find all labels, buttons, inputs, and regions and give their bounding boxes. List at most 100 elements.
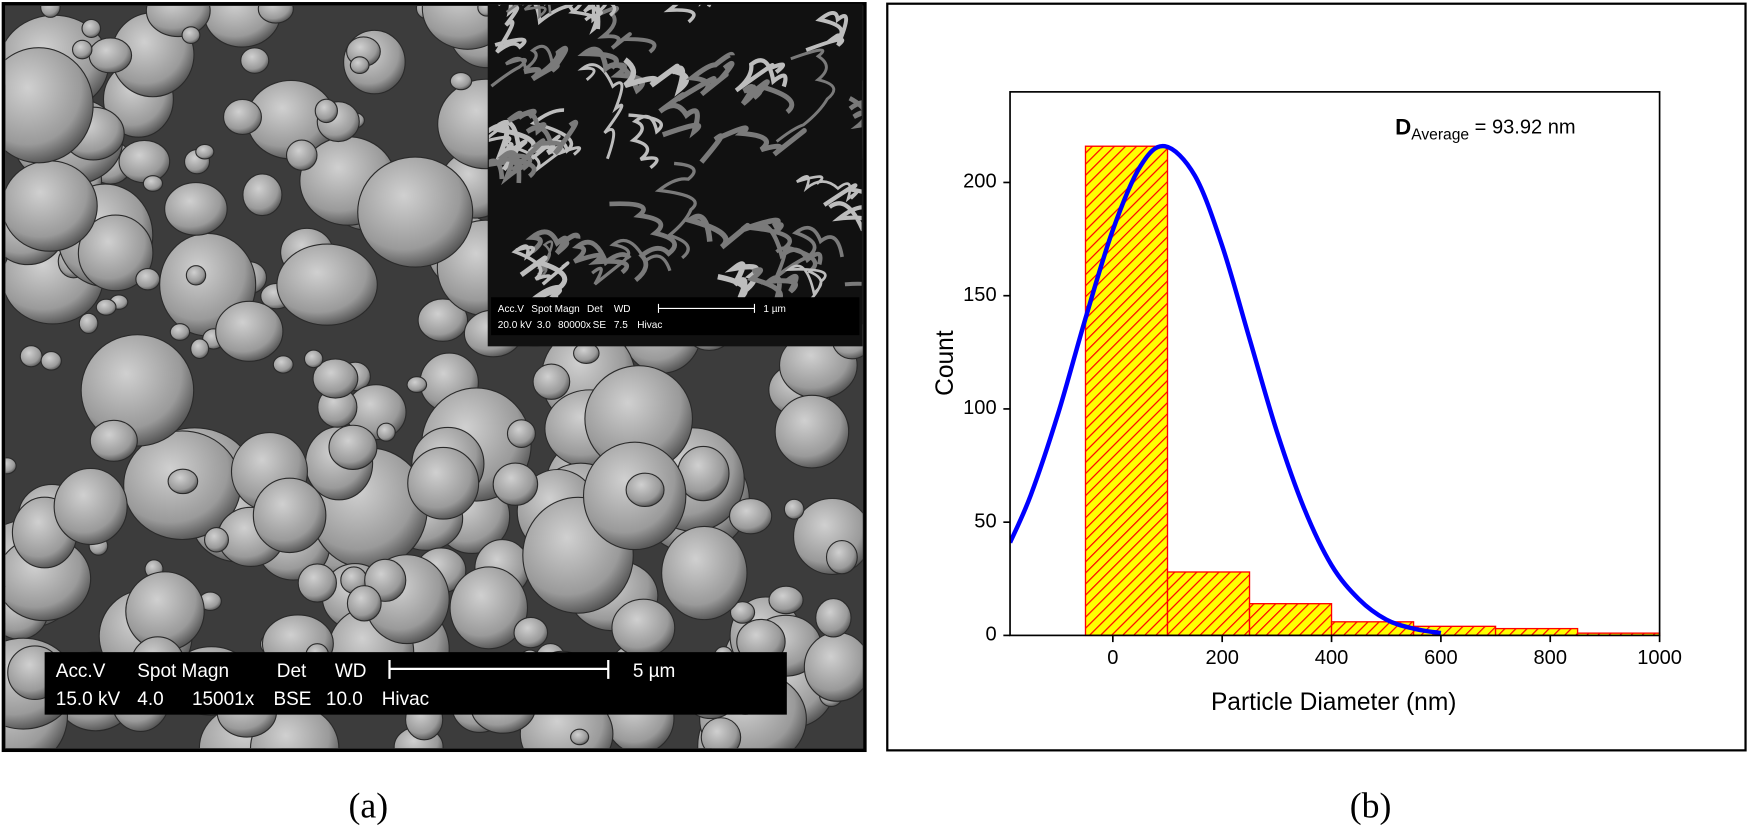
- flake: [496, 150, 537, 186]
- x-tick-label: 400: [1315, 647, 1349, 669]
- flake: [525, 229, 581, 255]
- flake: [519, 255, 568, 313]
- micrograph-info: Acc.V Spot Magn Det WD 15.0 kV 4.0 15001…: [56, 661, 676, 710]
- particle: [297, 563, 337, 603]
- particle: [135, 267, 161, 291]
- info-header: Acc.V: [56, 661, 106, 682]
- particle: [728, 497, 773, 535]
- particle: [768, 585, 804, 615]
- flake: [805, 11, 849, 52]
- particle: [346, 585, 382, 622]
- y-tick-label: 150: [963, 284, 997, 306]
- chart: 0 200 400 600 800 1000 0 50 100 150 200: [963, 91, 1682, 669]
- flake: [658, 76, 717, 139]
- annotation-subscript: Average: [1411, 127, 1469, 144]
- x-tick-label: 600: [1424, 647, 1458, 669]
- particle: [19, 345, 43, 368]
- info-value: 80000x: [558, 320, 591, 331]
- scale-bar: [388, 659, 610, 679]
- info-header: Spot Magn: [137, 661, 229, 682]
- flake: [740, 79, 795, 114]
- particle: [167, 468, 199, 495]
- particle: [78, 312, 99, 334]
- x-tick-label: 800: [1533, 647, 1567, 669]
- particle: [88, 37, 133, 74]
- particle: [492, 462, 539, 506]
- flake: [775, 225, 844, 278]
- info-value: 4.0: [137, 689, 163, 710]
- flake: [684, 213, 784, 250]
- flake: [571, 239, 632, 275]
- particle: [570, 728, 590, 746]
- particle: [164, 182, 228, 236]
- particle: [506, 419, 536, 448]
- particle: [169, 323, 191, 341]
- particle: [803, 631, 863, 702]
- particle: [406, 376, 428, 393]
- particle: [257, 5, 294, 24]
- info-header: Acc.V: [498, 304, 525, 315]
- x-axis-label: Particle Diameter (nm): [1211, 689, 1457, 716]
- particle: [142, 175, 164, 192]
- particle: [783, 498, 805, 520]
- plot-frame: [1009, 91, 1661, 637]
- y-tick-label: 50: [974, 510, 996, 532]
- particle: [312, 358, 359, 399]
- flake: [591, 239, 672, 286]
- particle: [532, 363, 571, 400]
- particle: [285, 139, 318, 171]
- inset-scale-bar: [657, 303, 756, 313]
- y-tick-label: 0: [985, 624, 996, 646]
- info-header: WD: [614, 304, 631, 315]
- x-tick-label: 200: [1205, 647, 1239, 669]
- info-value: 15001x: [192, 689, 255, 710]
- particle: [181, 26, 201, 44]
- flake: [506, 108, 554, 146]
- flake: [623, 57, 690, 97]
- particle: [729, 601, 756, 624]
- flake: [746, 267, 799, 311]
- info-value: SE: [593, 320, 607, 331]
- particle: [303, 349, 324, 369]
- particle: [349, 56, 370, 75]
- flake: [796, 175, 859, 203]
- particle: [815, 598, 852, 638]
- annotation: DAverage = 93.92 nm: [1395, 115, 1576, 144]
- info-header: WD: [335, 661, 367, 682]
- flake: [775, 48, 836, 143]
- particle: [80, 334, 195, 447]
- info-bar: [44, 652, 787, 715]
- info-value: 10.0: [326, 689, 363, 710]
- particle: [276, 243, 378, 326]
- particle: [357, 156, 474, 268]
- particle: [252, 477, 327, 554]
- particle: [40, 351, 62, 371]
- particle: [242, 173, 283, 217]
- particle: [611, 598, 676, 658]
- scale-bar-label: 5 µm: [633, 661, 676, 682]
- particle: [5, 457, 17, 475]
- flake: [654, 161, 697, 260]
- particle: [449, 71, 473, 91]
- particle: [203, 526, 229, 553]
- particle: [195, 143, 215, 160]
- histogram-bar: [1248, 603, 1333, 637]
- y-tick-label: 200: [963, 171, 997, 193]
- flake: [577, 63, 624, 160]
- info-value: 7.5: [614, 320, 628, 331]
- particle: [190, 338, 210, 360]
- flake: [511, 244, 570, 286]
- panel-caption: (a): [348, 786, 388, 826]
- flake: [490, 44, 555, 88]
- flake: [848, 96, 862, 130]
- flake: [488, 119, 579, 180]
- curve-group: [1010, 143, 1442, 636]
- particle: [774, 394, 850, 469]
- flake: [699, 125, 807, 164]
- info-value: Hivac: [637, 320, 662, 331]
- flake: [523, 45, 569, 82]
- flake: [583, 4, 617, 30]
- x-tick-label: 1000: [1637, 647, 1682, 669]
